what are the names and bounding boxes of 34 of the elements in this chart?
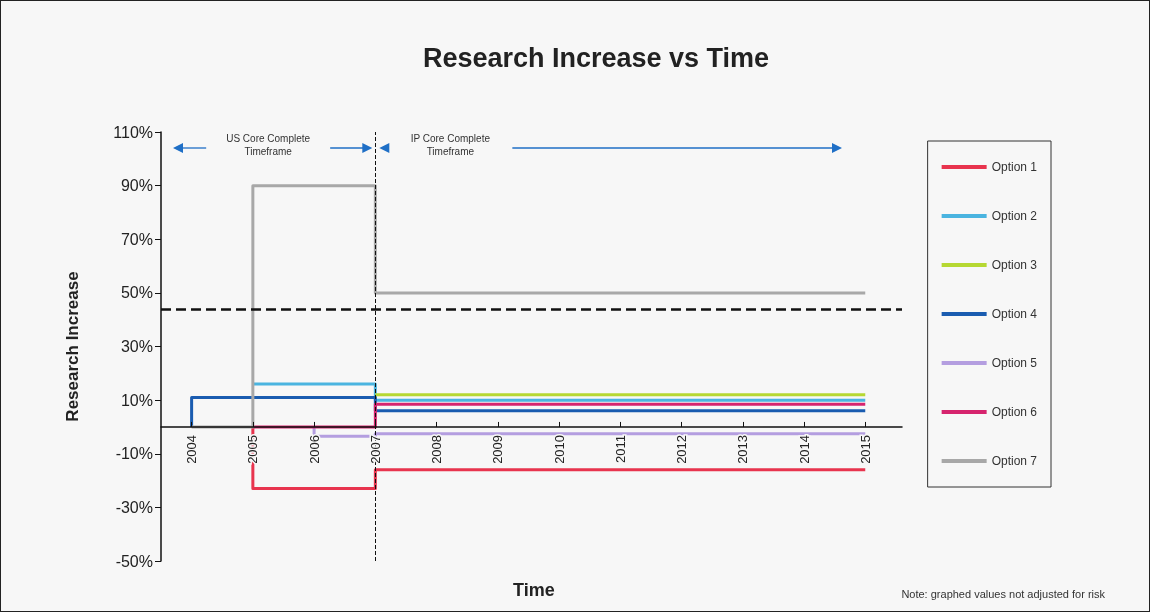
legend-label: Option 5 (991, 356, 1038, 370)
y-axis-title: Research Increase (63, 271, 82, 422)
x-tick-label: 2012 (674, 434, 690, 464)
x-tick-label: 2008 (429, 434, 445, 464)
x-tick-label: 2007 (367, 434, 383, 464)
y-tick-label: -10% (115, 445, 153, 463)
x-tick-label: 2013 (735, 434, 751, 464)
y-tick-label: 50% (120, 284, 153, 302)
legend-label: Option 2 (991, 209, 1038, 223)
y-tick-label: -30% (115, 498, 153, 516)
legend-label: Option 3 (991, 258, 1038, 272)
y-tick-label: 110% (113, 123, 153, 141)
x-tick-label: 2015 (857, 434, 873, 464)
legend-label: Option 7 (991, 454, 1038, 468)
legend-label: Option 6 (991, 405, 1038, 419)
x-tick-label: 2010 (551, 434, 567, 464)
x-tick-label: 2011 (612, 434, 628, 463)
x-tick-label: 2005 (245, 434, 261, 464)
chart-title: Research Increase vs Time (422, 42, 770, 73)
y-tick-label: -50% (115, 552, 153, 570)
x-tick-label: 2004 (184, 434, 200, 464)
y-tick-label: 30% (120, 338, 153, 355)
y-tick-label: 70% (120, 230, 153, 248)
legend-label: Option 1 (991, 160, 1038, 174)
annotation: IP Core Complete Timeframe (410, 133, 491, 157)
y-tick-label: 90% (120, 177, 153, 195)
y-tick-label: 10% (120, 391, 153, 409)
text: Time (513, 580, 555, 600)
text: Note: graphed values not adjusted for risk (901, 587, 1106, 600)
x-tick-label: 2006 (306, 434, 322, 464)
annotation: US Core Complete Timeframe (226, 133, 311, 157)
legend-label: Option 4 (991, 307, 1038, 321)
x-tick-label: 2009 (490, 434, 506, 464)
x-tick-label: 2014 (796, 434, 812, 464)
